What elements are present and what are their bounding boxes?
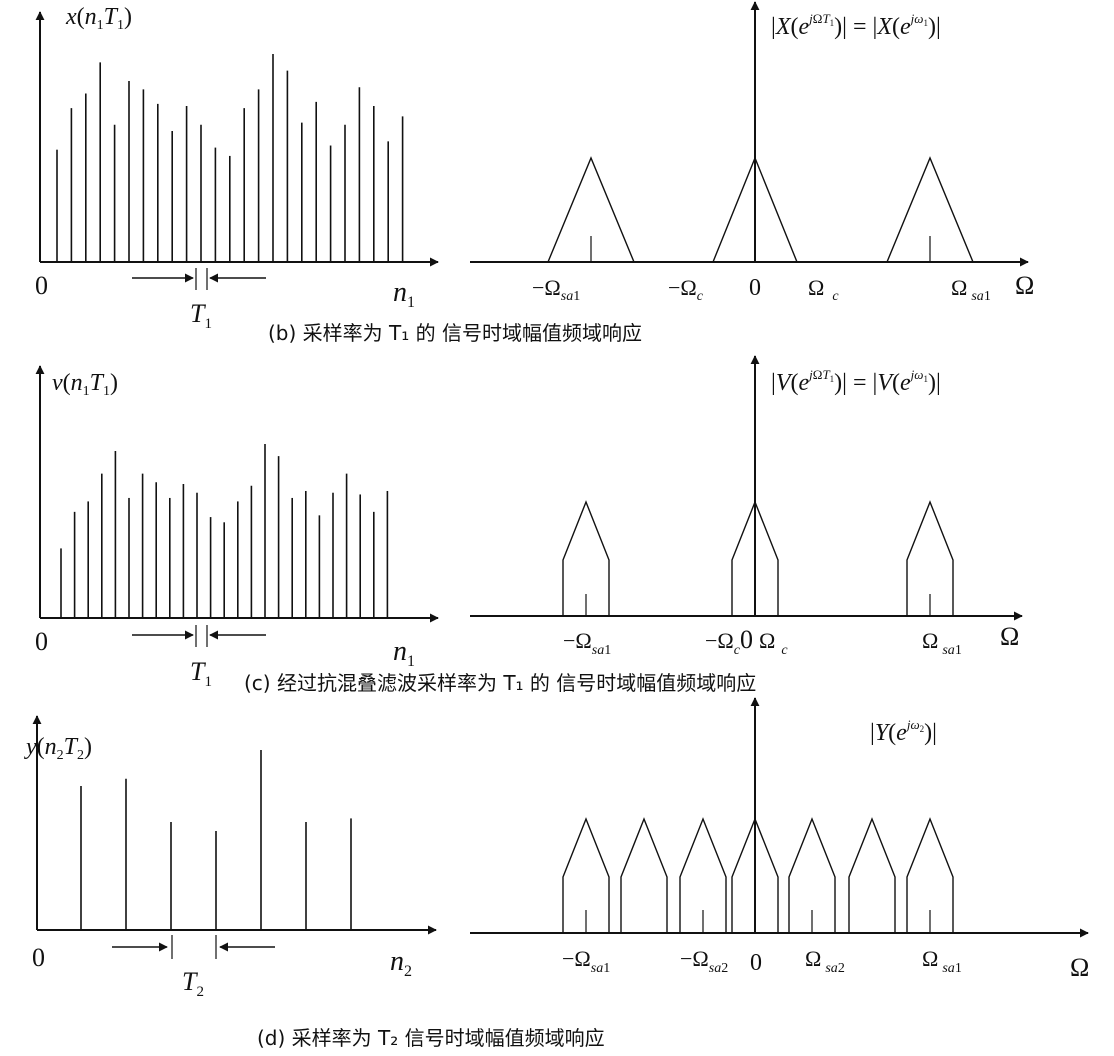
panel-b-label-neg-omega-c: −Ωc: [668, 275, 704, 304]
panel-c-n-axis-label: n1: [393, 636, 415, 670]
panel-d-caption: (d) 采样率为 T₂ 信号时域幅值频域响应: [257, 1026, 605, 1050]
panel-d-replica-4: [731, 817, 779, 933]
panel-d-time-plot: y(n2T2) 0 n2 T2: [24, 715, 437, 1000]
panel-b-caption: (b) 采样率为 T₁ 的 信号时域幅值频域响应: [268, 321, 642, 345]
panel-c-replica-left: [562, 500, 610, 616]
panel-c-replica-right: [906, 500, 954, 616]
panel-b-stems: [56, 54, 404, 262]
panel-c-caption: (c) 经过抗混叠滤波采样率为 T₁ 的 信号时域幅值频域响应: [244, 671, 756, 695]
panel-c-time-label: v(n1T1): [52, 370, 118, 399]
panel-d-label-omega-axis: Ω: [1070, 953, 1089, 982]
panel-b-label-omega-axis: Ω: [1015, 271, 1034, 300]
panel-c-label-omega-axis: Ω: [1000, 622, 1019, 651]
panel-b-replica-right: [886, 156, 974, 263]
panel-d-spectrum-equation: |Y(ejω2)|: [870, 717, 937, 746]
panel-c-label-neg-omega-sa1: −Ωsa1: [563, 628, 611, 658]
panel-d-replica-7: [906, 817, 954, 933]
panel-d-replica-6: [848, 817, 896, 933]
panel-c-spectrum-equation: |V(ejΩT1)| = |V(ejω1)|: [771, 367, 941, 396]
panel-b-period-label: T1: [190, 299, 212, 332]
panel-c-time-plot: v(n1T1) 0 n1 T1: [35, 365, 439, 690]
panel-c-stems: [60, 444, 389, 618]
panel-d-replicas: [562, 817, 954, 933]
panel-c-zero-label: 0: [35, 627, 48, 656]
panel-c-period-label: T1: [190, 657, 212, 690]
panel-d-n-axis-label: n2: [390, 946, 412, 980]
panel-d-replica-5: [788, 817, 836, 933]
panel-b-spectrum-equation: |X(ejΩT1)| = |X(ejω1)|: [771, 11, 941, 40]
panel-b-label-neg-omega-sa1: −Ωsa1: [532, 275, 580, 304]
panel-b-replica-left: [547, 156, 635, 263]
panel-d-period-label: T2: [182, 967, 204, 1000]
panel-b-time-plot: x(n1T1) 0 n1 T1: [35, 4, 439, 332]
panel-b-zero-label: 0: [35, 271, 48, 300]
panel-d-zero-label: 0: [32, 943, 45, 972]
panel-c-baseband: [731, 500, 779, 616]
panel-d-time-label: y(n2T2): [24, 734, 92, 763]
panel-d-stems: [80, 750, 352, 930]
panel-d-label-neg-omega-sa1: −Ωsa1: [562, 946, 610, 976]
panel-b-time-label: x(n1T1): [65, 4, 132, 33]
panel-b: x(n1T1) 0 n1 T1 |X(ejΩT1)| = |X(ejω: [35, 1, 1034, 345]
panel-d-replica-1: [562, 817, 610, 933]
panel-d-label-neg-omega-sa2: −Ωsa2: [680, 946, 728, 976]
panel-d-replica-3: [679, 817, 727, 933]
panel-b-n-axis-label: n1: [393, 277, 415, 311]
panel-d-label-zero: 0: [750, 950, 762, 976]
panel-b-baseband: [712, 156, 798, 263]
panel-c: v(n1T1) 0 n1 T1 |V(ejΩT1)| = |V(ejω1)|: [35, 355, 1023, 695]
panel-b-label-zero: 0: [749, 275, 761, 301]
panel-d: y(n2T2) 0 n2 T2 |Y(ejω2)| −: [24, 697, 1089, 1050]
panel-d-replica-2: [620, 817, 668, 933]
